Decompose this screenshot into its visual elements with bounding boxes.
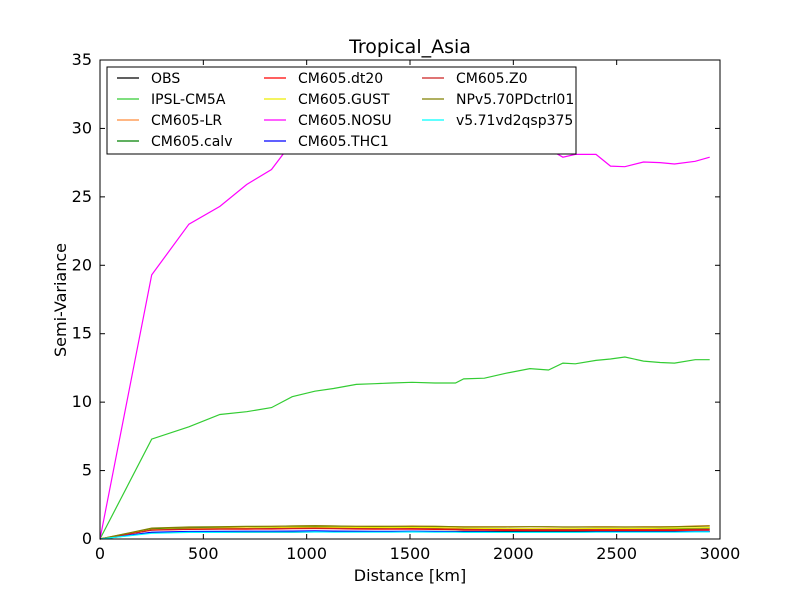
series-line-10 xyxy=(99,531,710,540)
legend-label-6: CM605.NOSU xyxy=(298,113,392,129)
x-tick-label-3: 1500 xyxy=(390,544,431,563)
legend: OBS IPSL-CM5A CM605-LR CM605.calv CM605.dt20… xyxy=(106,66,577,155)
y-tick-label-0: 0 xyxy=(82,529,92,548)
series-line-5 xyxy=(99,526,710,540)
y-tick-label-7: 35 xyxy=(72,50,92,69)
legend-label-4: CM605.dt20 xyxy=(298,71,383,87)
legend-label-8: CM605.Z0 xyxy=(456,71,528,87)
x-tick-label-4: 2000 xyxy=(493,544,534,563)
x-tick-label-5: 2500 xyxy=(596,544,637,563)
x-tick-label-0: 0 xyxy=(95,544,105,563)
series-line-1 xyxy=(99,356,710,540)
legend-box xyxy=(106,66,577,155)
legend-label-7: CM605.THC1 xyxy=(298,134,389,150)
legend-label-5: CM605.GUST xyxy=(298,92,390,108)
x-tick-label-1: 500 xyxy=(188,544,219,563)
axis-ticks: 0 500 1000 1500 2000 2500 3000 0 5 10 15 20 25 30 35 xyxy=(72,50,741,563)
y-tick-label-3: 15 xyxy=(72,324,92,343)
y-tick-label-6: 30 xyxy=(72,118,92,137)
legend-label-3: CM605.calv xyxy=(151,134,232,150)
y-tick-label-5: 25 xyxy=(72,187,92,206)
legend-label-2: CM605-LR xyxy=(151,113,222,129)
legend-label-10: v5.71vd2qsp375 xyxy=(456,113,573,129)
y-tick-label-1: 5 xyxy=(82,461,92,480)
y-tick-label-2: 10 xyxy=(72,392,92,411)
legend-label-1: IPSL-CM5A xyxy=(151,92,226,108)
series-line-8 xyxy=(99,527,710,540)
legend-label-9: NPv5.70PDctrl01 xyxy=(456,92,574,108)
series-line-9 xyxy=(99,525,710,540)
legend-label-0: OBS xyxy=(151,71,180,87)
y-tick-label-4: 20 xyxy=(72,255,92,274)
y-axis-label: Semi-Variance xyxy=(51,243,70,357)
chart-title: Tropical_Asia xyxy=(348,36,471,58)
plot-lines xyxy=(99,111,710,540)
x-tick-label-6: 3000 xyxy=(700,544,741,563)
x-tick-label-2: 1000 xyxy=(286,544,327,563)
x-axis-label: Distance [km] xyxy=(354,566,466,585)
